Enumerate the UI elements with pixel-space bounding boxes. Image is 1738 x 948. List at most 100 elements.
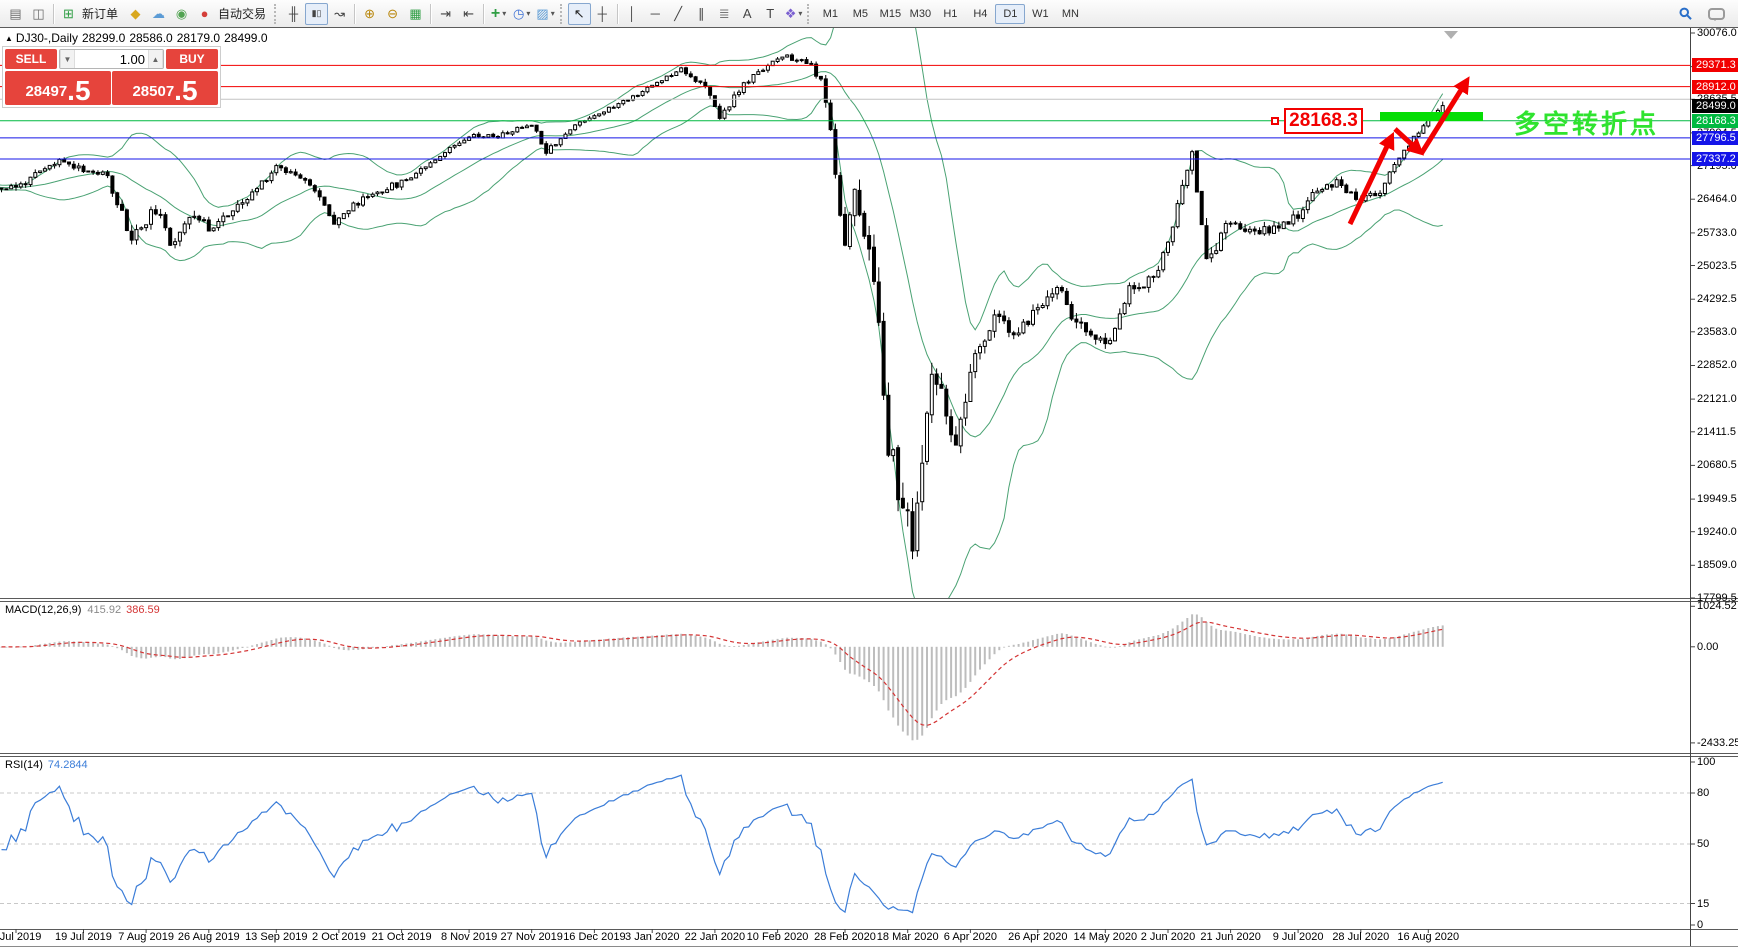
price-marker-28499.0: 28499.0 — [1692, 98, 1738, 113]
price-tick-label: 18509.0 — [1697, 559, 1737, 572]
timeframe-m15-button[interactable]: M15 — [879, 7, 902, 20]
price-tick-label: 22121.0 — [1697, 393, 1737, 406]
autotrading-button[interactable]: ● — [193, 3, 216, 25]
toolbar-right: ⚲ — [1674, 3, 1734, 25]
equidistant-channel-button[interactable]: ∥ — [690, 3, 713, 25]
date-tick-label: 6 Apr 2020 — [943, 931, 997, 943]
indicators-button[interactable]: + ▾ — [487, 3, 510, 25]
volume-input[interactable] — [75, 50, 148, 68]
collapse-icon[interactable]: ▲ — [5, 34, 13, 43]
dropdown-arrow-icon: ▾ — [550, 9, 555, 18]
zoom-in-button[interactable]: ⊕ — [358, 3, 381, 25]
price-tick-label: 30076.0 — [1697, 27, 1737, 39]
timeframe-m5-button[interactable]: M5 — [852, 7, 869, 20]
autotrading-label: 自动交易 — [218, 7, 267, 21]
annotation-anchor-marker[interactable] — [1271, 117, 1279, 125]
tile-windows-button[interactable]: ▦ — [404, 3, 427, 25]
price-marker-28168.3: 28168.3 — [1692, 113, 1738, 128]
new-chart-icon: ▤ — [9, 6, 22, 21]
trend-arrow-1[interactable] — [1347, 131, 1395, 226]
signals-button[interactable]: ◉ — [170, 3, 193, 25]
timeframe-m30-button[interactable]: M30 — [909, 7, 932, 20]
bollinger-upper-band — [0, 28, 1444, 331]
date-tick-label: 3 Jan 2020 — [625, 931, 680, 943]
vertical-line-button[interactable]: │ — [621, 3, 644, 25]
toolbar-separator — [430, 3, 432, 24]
buy-price[interactable]: 28507.5 — [112, 71, 218, 105]
date-tick-label: 21 Oct 2019 — [371, 931, 432, 943]
chat-button[interactable] — [1705, 3, 1728, 25]
macd-axis-label: 1024.52 — [1697, 600, 1737, 613]
periods-button[interactable]: ◷ ▾ — [510, 3, 533, 25]
buy-price-frac: .5 — [174, 75, 198, 106]
arrow-tools-button[interactable]: ❖ ▾ — [782, 3, 806, 25]
timeframe-h4-button[interactable]: H4 — [973, 7, 988, 20]
timeframe-w1-button[interactable]: W1 — [1032, 7, 1049, 20]
text-label-button[interactable]: T — [759, 3, 782, 25]
templates-button[interactable]: ▨ ▾ — [533, 3, 557, 25]
chart-shift-marker-icon[interactable] — [1444, 31, 1458, 39]
new-order-button[interactable]: ⊞ — [57, 3, 80, 25]
toolbar-grip — [274, 3, 278, 24]
price-marker-29371.3: 29371.3 — [1692, 58, 1738, 73]
fibonacci-icon: ≣ — [718, 6, 730, 21]
timeframe-h1-button[interactable]: H1 — [943, 7, 958, 20]
trend-arrow-3[interactable] — [1418, 76, 1470, 156]
fibonacci-button[interactable]: ≣ — [713, 3, 736, 25]
profiles-button[interactable]: ◫ — [27, 3, 50, 25]
price-annotation-label[interactable]: 28168.3 — [1284, 108, 1363, 134]
market-button[interactable]: ☁ — [147, 3, 170, 25]
volume-decrease-button[interactable]: ▼ — [60, 50, 75, 68]
rsi-axis-label: 50 — [1697, 838, 1710, 850]
timeframe-mn-button[interactable]: MN — [1061, 7, 1079, 20]
timeframe-d1-button[interactable]: D1 — [995, 3, 1026, 24]
auto-scroll-button[interactable]: ⇥ — [434, 3, 457, 25]
chart-shift-button[interactable]: ⇤ — [457, 3, 480, 25]
zoom-out-icon: ⊖ — [387, 6, 398, 21]
main-chart-panel — [0, 28, 1445, 599]
ohlc-high: 28586.0 — [129, 31, 173, 45]
profiles-icon: ◫ — [32, 6, 45, 21]
date-tick-label: 26 Apr 2020 — [1008, 931, 1068, 943]
chart-canvas — [0, 28, 1738, 947]
text-label-icon: T — [766, 6, 775, 21]
candlestick-chart-button[interactable]: ▮▯ — [305, 2, 329, 25]
crosshair-button[interactable]: ┼ — [591, 3, 614, 25]
trend-arrow-2[interactable] — [1393, 127, 1425, 156]
volume-increase-button[interactable]: ▲ — [148, 50, 163, 68]
zoom-out-button[interactable]: ⊖ — [381, 3, 404, 25]
price-tick-label: 17799.5 — [1697, 592, 1737, 604]
turning-point-text[interactable]: 多空转折点 — [1514, 109, 1660, 139]
chart-shift-icon: ⇤ — [463, 6, 474, 21]
chart-window: ▲ DJ30-,Daily 28299.0 28586.0 28179.0 28499.0… — [0, 27, 1738, 948]
buy-button[interactable]: BUY — [166, 49, 218, 69]
candlestick-series — [0, 53, 1445, 560]
equidistant-channel-icon: ∥ — [697, 6, 705, 21]
rsi-panel — [0, 774, 1690, 914]
date-tick-label: 2 Oct 2019 — [312, 931, 366, 943]
sell-button[interactable]: SELL — [5, 49, 57, 69]
indicators-icon: + — [490, 4, 501, 22]
macd-axis-label: 0.00 — [1697, 640, 1719, 653]
timeframe-m1-button[interactable]: M1 — [822, 7, 839, 20]
macd-panel — [0, 614, 1444, 741]
cursor-button[interactable]: ↖ — [567, 2, 591, 25]
cursor-icon: ↖ — [573, 6, 585, 21]
bar-chart-button[interactable]: ╫ — [282, 3, 305, 25]
toolbar-separator — [53, 3, 54, 24]
price-tick-label: 23583.0 — [1697, 325, 1737, 338]
date-tick-label: 14 May 2020 — [1073, 931, 1138, 943]
tile-windows-icon: ▦ — [409, 6, 422, 21]
periods-icon: ◷ — [513, 6, 525, 21]
text-button[interactable]: A — [736, 3, 759, 25]
trendline-button[interactable]: ╱ — [667, 3, 690, 25]
search-button[interactable]: ⚲ — [1674, 3, 1697, 25]
sell-price[interactable]: 28497.5 — [5, 71, 111, 105]
new-chart-button[interactable]: ▤ — [4, 3, 27, 25]
date-tick-label: 10 Feb 2020 — [746, 931, 809, 943]
turning-point-highlight-bar[interactable] — [1380, 112, 1483, 121]
price-marker-27337.2: 27337.2 — [1692, 152, 1738, 167]
line-chart-button[interactable]: ↝ — [328, 3, 351, 25]
metaeditor-button[interactable]: ◆ — [124, 3, 147, 25]
horizontal-line-button[interactable]: ─ — [644, 3, 667, 25]
